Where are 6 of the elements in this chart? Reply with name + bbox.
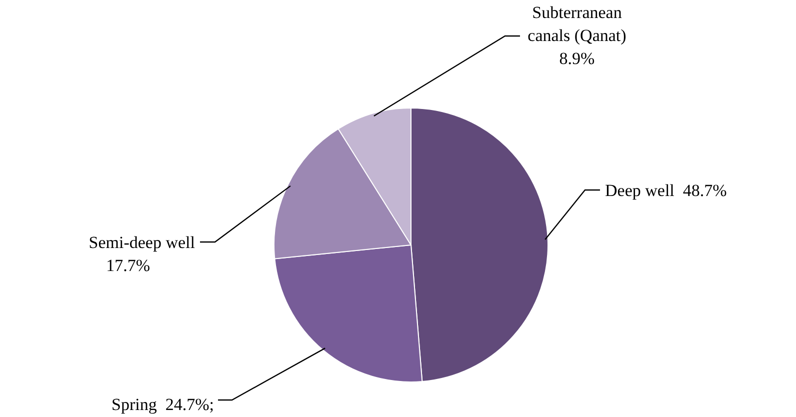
slice-label: Spring 24.7%; <box>112 395 214 414</box>
slice-label: Deep well 48.7% <box>605 181 727 200</box>
data-label: 8.9% <box>559 49 595 68</box>
slice-label: Subterranean canals (Qanat) <box>528 3 626 45</box>
data-label: 17.7% <box>106 256 150 275</box>
slice-label: Semi-deep well <box>88 233 196 252</box>
